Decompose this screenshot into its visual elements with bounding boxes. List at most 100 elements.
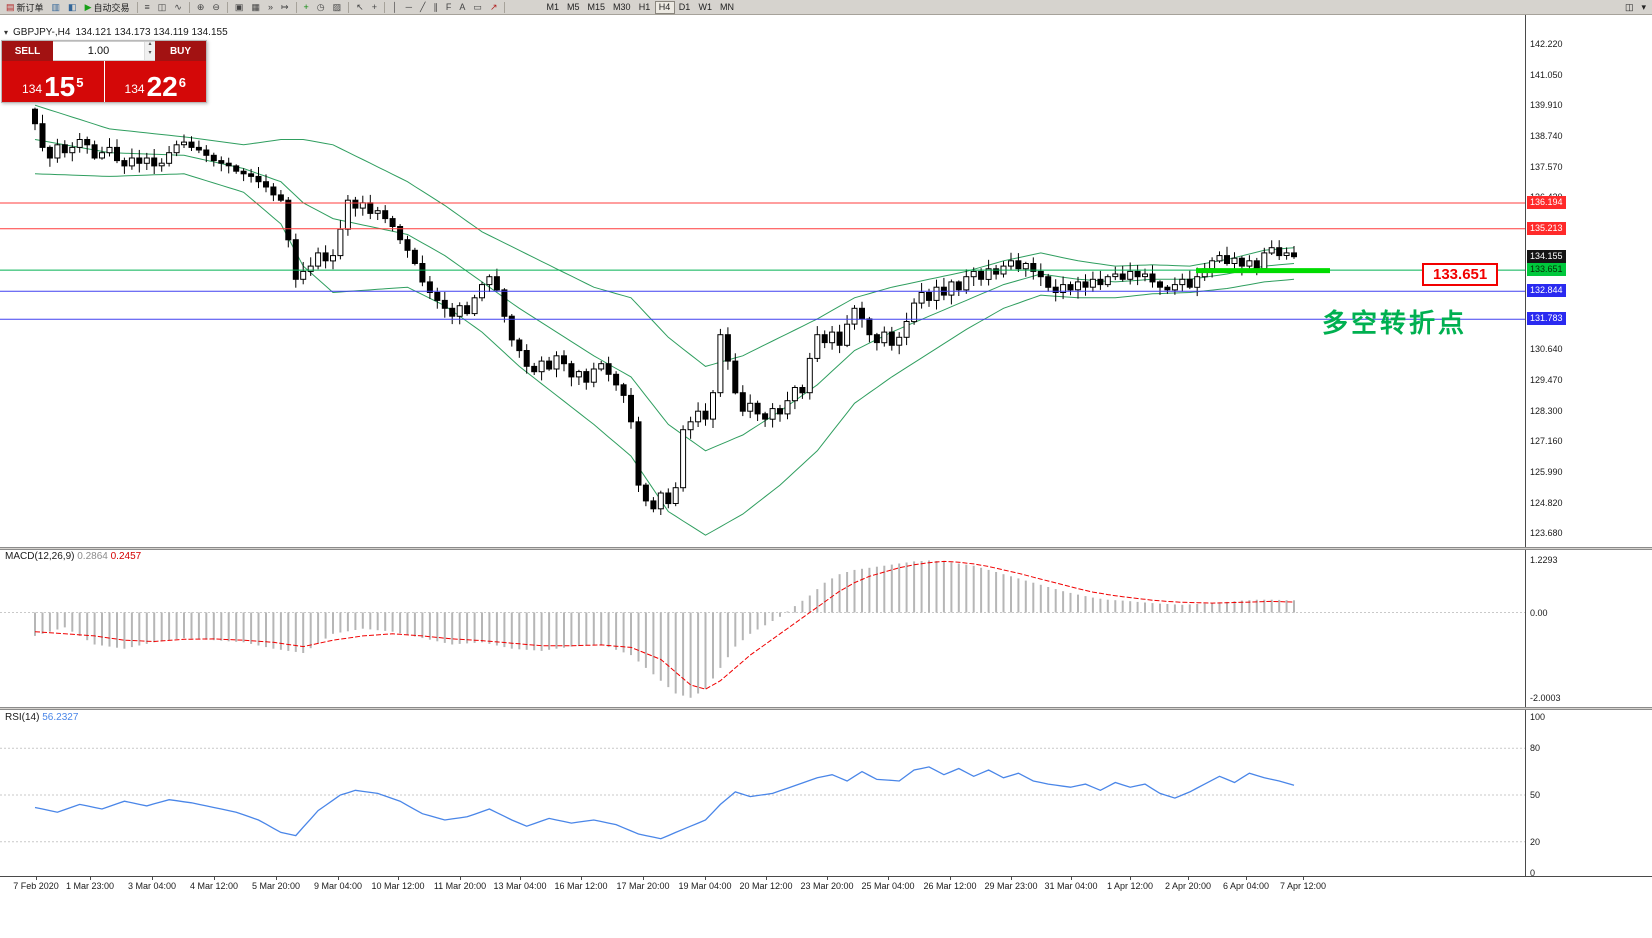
time-axis-label: 7 Apr 12:00: [1279, 881, 1327, 891]
zoom-in-icon: ⊕: [196, 1, 205, 12]
time-tick: [1188, 877, 1189, 880]
templates-button[interactable]: ▨: [329, 1, 346, 14]
more-tools-button[interactable]: ▾: [1637, 1, 1650, 14]
equidistant-channel-icon: ∥: [433, 1, 438, 12]
trendline-button[interactable]: ╱: [416, 1, 429, 14]
time-tick: [90, 877, 91, 880]
spinner-down-icon[interactable]: ▾: [145, 50, 155, 60]
ohlc-values: 134.121 134.173 134.119 134.155: [75, 27, 228, 38]
price-axis[interactable]: 142.220141.050139.910138.740137.570136.4…: [1525, 15, 1652, 878]
crosshair-button[interactable]: +: [368, 1, 381, 14]
time-axis-label: 31 Mar 04:00: [1044, 881, 1098, 891]
time-axis-label: 16 Mar 12:00: [554, 881, 608, 891]
time-tick: [338, 877, 339, 880]
pane-splitter-macd[interactable]: [0, 547, 1652, 550]
zoom-out-button[interactable]: ⊖: [208, 1, 224, 14]
rsi-label: RSI(14) 56.2327: [5, 712, 78, 723]
horizontal-level-lines[interactable]: [0, 202, 1525, 320]
rsi-pane[interactable]: [0, 710, 1525, 876]
toolbar-separator: [226, 1, 228, 13]
toolbar-separator: [188, 1, 190, 13]
time-tick: [1246, 877, 1247, 880]
sell-price-button[interactable]: 134 15 5: [2, 61, 104, 102]
candlestick-chart-button[interactable]: ◫: [154, 1, 171, 14]
timeframe-m30-button[interactable]: M30: [609, 1, 635, 14]
buy-button[interactable]: BUY: [155, 41, 206, 61]
market-watch-icon: ▥: [51, 1, 61, 12]
grid-icon: ▦: [251, 1, 260, 12]
spinner-up-icon[interactable]: ▴: [145, 41, 155, 51]
time-axis-label: 13 Mar 04:00: [493, 881, 547, 891]
main-price-chart[interactable]: [0, 15, 1525, 547]
auto-trading-button[interactable]: ▶ 自动交易: [81, 1, 134, 14]
time-tick: [950, 877, 951, 880]
macd-pane[interactable]: [0, 550, 1525, 707]
volume-input[interactable]: [53, 42, 144, 60]
time-tick: [1303, 877, 1304, 880]
timeframe-m1-button[interactable]: M1: [542, 1, 563, 14]
timeframe-m15-button[interactable]: M15: [584, 1, 610, 14]
text-label-button[interactable]: ▭: [469, 1, 486, 14]
indicators-icon: +: [303, 1, 309, 12]
pane-splitter-rsi[interactable]: [0, 707, 1652, 710]
equidistant-channel-button[interactable]: ∥: [429, 1, 442, 14]
price-badge: 134.155: [1527, 250, 1566, 263]
sell-button[interactable]: SELL: [2, 41, 53, 61]
timeframe-group: M1 M5 M15 M30 H1 H4 D1 W1 MN: [542, 0, 738, 14]
price-axis-label: 129.470: [1530, 375, 1563, 385]
time-axis-label: 3 Mar 04:00: [127, 881, 177, 891]
navigator-button[interactable]: ◧: [64, 1, 81, 14]
turning-point-label[interactable]: 多空转折点: [1322, 308, 1468, 338]
auto-trading-label: 自动交易: [93, 2, 130, 13]
grid-button[interactable]: ▦: [247, 1, 264, 14]
time-axis-label: 23 Mar 20:00: [800, 881, 854, 891]
trendline-icon: ╱: [419, 1, 426, 12]
timeframe-m5-button[interactable]: M5: [563, 1, 584, 14]
timeframe-d1-button[interactable]: D1: [675, 1, 695, 14]
new-order-button[interactable]: ▤ 新订单: [2, 1, 48, 14]
chart-windows-button[interactable]: ◫: [1621, 1, 1638, 14]
auto-scroll-button[interactable]: »: [264, 1, 277, 14]
price-axis-label: 125.990: [1530, 467, 1563, 477]
time-tick: [643, 877, 644, 880]
macd-name: MACD(12,26,9): [5, 551, 75, 562]
timeframe-h1-button[interactable]: H1: [635, 1, 655, 14]
text-button[interactable]: A: [455, 1, 469, 14]
price-axis-label: 50: [1530, 790, 1541, 800]
horizontal-line-button[interactable]: ─: [402, 1, 416, 14]
time-axis-label: 5 Mar 20:00: [251, 881, 301, 891]
market-watch-button[interactable]: ▥: [48, 1, 65, 14]
arrows-button[interactable]: ↗: [486, 1, 502, 14]
volume-spinner: ▴ ▾: [144, 41, 155, 60]
indicators-button[interactable]: +: [300, 1, 313, 14]
zoom-in-button[interactable]: ⊕: [193, 1, 209, 14]
cursor-button[interactable]: ↖: [352, 1, 368, 14]
time-tick: [36, 877, 37, 880]
time-axis-label: 25 Mar 04:00: [861, 881, 915, 891]
time-tick: [520, 877, 521, 880]
timeframe-w1-button[interactable]: W1: [695, 1, 717, 14]
periods-button[interactable]: ◷: [313, 1, 329, 14]
time-tick: [1011, 877, 1012, 880]
time-axis-label: 6 Apr 04:00: [1222, 881, 1270, 891]
price-badge: 131.783: [1527, 312, 1566, 325]
rsi-name: RSI(14): [5, 712, 40, 723]
vertical-line-button[interactable]: │: [388, 1, 402, 14]
timeframe-mn-button[interactable]: MN: [716, 1, 738, 14]
timeframe-h4-button[interactable]: H4: [654, 0, 675, 14]
fibonacci-button[interactable]: F: [442, 1, 456, 14]
one-click-collapse-icon[interactable]: ▾: [4, 28, 9, 37]
tile-windows-button[interactable]: ▣: [231, 1, 248, 14]
price-annotation-box[interactable]: 133.651: [1422, 263, 1499, 286]
time-axis[interactable]: 7 Feb 2020 1 Mar 23:00 3 Mar 04:00 4 Mar 12…: [0, 876, 1652, 938]
buy-price-button[interactable]: 134 22 6: [104, 61, 206, 102]
chart-shift-button[interactable]: ↦: [277, 1, 293, 14]
time-tick: [766, 877, 767, 880]
new-order-label: 新订单: [16, 2, 44, 13]
bar-chart-button[interactable]: ≡: [141, 1, 154, 14]
cursor-icon: ↖: [356, 1, 364, 12]
horizontal-line-icon: ─: [405, 1, 412, 12]
chart-symbol-row: ▾ GBPJPY-,H4 134.121 134.173 134.119 134…: [4, 27, 228, 38]
line-chart-button[interactable]: ∿: [170, 1, 186, 14]
